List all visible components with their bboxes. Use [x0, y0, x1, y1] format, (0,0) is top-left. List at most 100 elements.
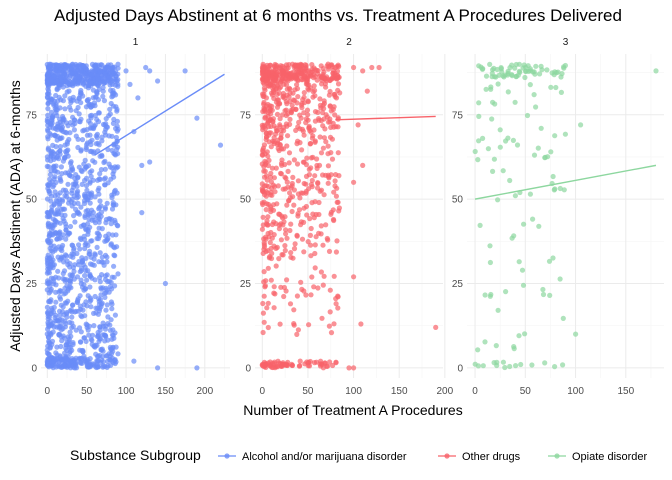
data-point	[297, 358, 303, 364]
data-point	[59, 317, 65, 323]
data-point	[45, 326, 51, 332]
data-point	[53, 163, 59, 169]
data-point	[487, 243, 493, 249]
data-point	[273, 71, 280, 77]
data-point	[92, 112, 98, 119]
data-point	[531, 92, 537, 98]
data-point	[509, 62, 515, 68]
data-point	[81, 200, 87, 207]
data-point	[289, 180, 295, 187]
data-point	[96, 110, 102, 116]
data-point	[155, 78, 161, 84]
data-point	[327, 287, 333, 293]
data-point	[80, 128, 86, 134]
data-point	[527, 82, 533, 88]
data-point	[530, 216, 536, 222]
data-point	[495, 197, 501, 203]
data-point	[58, 164, 64, 170]
data-point	[45, 309, 51, 315]
data-point	[297, 112, 303, 118]
data-point	[290, 174, 296, 180]
data-point	[111, 252, 117, 258]
data-point	[64, 194, 70, 200]
data-point	[518, 361, 524, 368]
data-point	[561, 65, 567, 71]
data-point	[282, 174, 288, 180]
data-point	[311, 215, 317, 221]
data-point	[102, 326, 108, 332]
data-point	[274, 97, 280, 103]
data-point	[515, 72, 521, 78]
data-point	[53, 110, 59, 116]
data-point	[265, 162, 271, 169]
data-point	[57, 220, 63, 226]
data-point	[48, 286, 54, 292]
data-point	[50, 216, 57, 222]
data-point	[67, 329, 73, 335]
y-tick-label: 25	[240, 279, 252, 290]
data-point	[334, 68, 341, 74]
data-point	[51, 358, 57, 365]
data-point	[265, 248, 271, 254]
data-point	[330, 362, 336, 369]
data-point	[264, 222, 270, 228]
data-point	[96, 191, 102, 197]
data-point	[303, 188, 309, 194]
data-point	[107, 111, 113, 117]
data-point	[267, 239, 273, 246]
data-point	[53, 92, 59, 99]
data-point	[95, 140, 101, 146]
data-point	[96, 185, 102, 191]
data-point	[127, 81, 133, 87]
data-point	[55, 268, 61, 274]
data-point	[308, 253, 314, 259]
data-point	[53, 198, 60, 204]
data-point	[45, 112, 51, 118]
data-point	[63, 253, 70, 259]
data-point	[351, 64, 357, 71]
data-point	[316, 117, 322, 123]
data-point	[47, 265, 53, 271]
data-point	[289, 361, 295, 367]
data-point	[45, 72, 51, 78]
data-point	[70, 184, 76, 190]
data-point	[331, 273, 337, 279]
data-point	[312, 138, 318, 144]
data-point	[290, 194, 296, 200]
data-point	[494, 66, 500, 73]
data-point	[60, 333, 66, 339]
data-point	[60, 128, 66, 135]
data-point	[505, 68, 511, 74]
data-point	[101, 98, 107, 104]
data-point	[272, 78, 279, 84]
data-point	[328, 108, 334, 114]
data-point	[87, 132, 93, 138]
data-point	[328, 330, 335, 336]
data-point	[100, 320, 106, 326]
data-point	[56, 156, 62, 162]
data-point	[63, 342, 69, 348]
data-point	[260, 188, 266, 194]
data-point	[335, 150, 341, 156]
data-point	[67, 223, 74, 230]
data-point	[261, 164, 267, 170]
data-point	[360, 162, 366, 168]
data-point	[498, 66, 504, 72]
data-point	[108, 216, 114, 222]
data-point	[495, 81, 501, 87]
facet-strip-label: 1	[133, 37, 139, 48]
data-point	[292, 241, 298, 247]
data-point	[71, 213, 77, 219]
data-point	[101, 79, 107, 85]
data-point	[83, 208, 89, 214]
x-tick-label: 0	[472, 386, 478, 397]
data-point	[44, 361, 51, 368]
data-point	[301, 180, 307, 187]
data-point	[295, 191, 301, 197]
data-point	[81, 76, 87, 82]
data-point	[265, 300, 271, 306]
data-point	[535, 145, 541, 151]
data-point	[97, 306, 103, 312]
data-point	[70, 265, 76, 271]
data-point	[70, 97, 76, 103]
